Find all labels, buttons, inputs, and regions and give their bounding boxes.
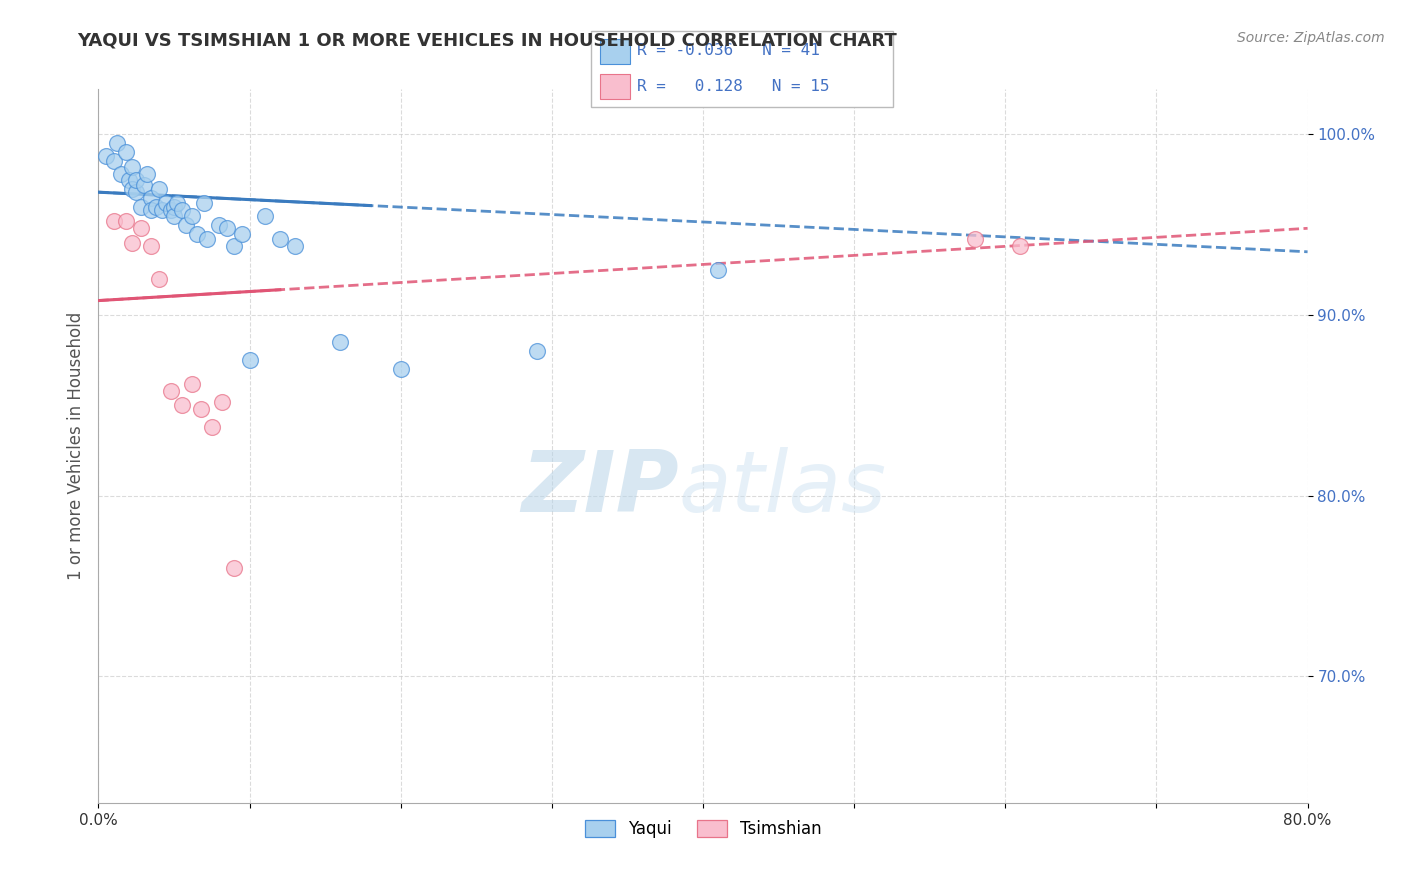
Text: R = -0.036   N = 41: R = -0.036 N = 41 [637,44,820,59]
Point [195,232,218,246]
Point [155,196,177,211]
Point [181,376,204,391]
Point [166,196,188,211]
Legend: Yaqui, Tsimshian: Yaqui, Tsimshian [578,813,828,845]
Point [181,209,204,223]
Point [103,214,125,228]
Text: R =   0.128   N = 15: R = 0.128 N = 15 [637,79,830,94]
Point [121,235,143,250]
Point [110,167,132,181]
Point [215,221,238,235]
Point [160,203,183,218]
Point [526,344,548,359]
FancyBboxPatch shape [599,74,630,99]
Point [965,232,987,246]
Point [135,167,157,181]
Point [160,384,183,398]
Point [132,178,155,192]
Point [114,145,136,160]
Point [121,160,143,174]
Point [121,181,143,195]
Point [707,263,730,277]
FancyBboxPatch shape [591,31,893,107]
Point [201,420,224,434]
Point [186,227,208,241]
Point [129,221,152,235]
Point [170,203,193,218]
Point [224,561,246,575]
Point [193,196,215,211]
Point [190,401,212,416]
Point [170,398,193,412]
Point [231,227,253,241]
Point [114,214,136,228]
Point [148,272,170,286]
Point [208,218,231,232]
Point [389,362,412,376]
FancyBboxPatch shape [599,38,630,64]
Point [94,149,117,163]
Point [129,200,152,214]
Point [329,335,352,350]
Point [141,203,163,218]
Point [174,218,197,232]
Point [163,209,186,223]
Point [224,239,246,253]
Point [269,232,291,246]
Point [239,353,262,368]
Text: ZIP: ZIP [522,447,679,531]
Point [141,191,163,205]
Text: Source: ZipAtlas.com: Source: ZipAtlas.com [1237,31,1385,45]
Point [253,209,276,223]
Point [105,136,128,151]
Point [1010,239,1032,253]
Point [148,181,170,195]
Text: atlas: atlas [679,447,887,531]
Point [141,239,163,253]
Point [118,172,141,186]
Point [103,154,125,169]
Point [125,172,148,186]
Y-axis label: 1 or more Vehicles in Household: 1 or more Vehicles in Household [66,312,84,580]
Point [125,185,148,199]
Point [284,239,307,253]
Text: YAQUI VS TSIMSHIAN 1 OR MORE VEHICLES IN HOUSEHOLD CORRELATION CHART: YAQUI VS TSIMSHIAN 1 OR MORE VEHICLES IN… [77,31,897,49]
Point [150,203,173,218]
Point [145,200,167,214]
Point [211,394,233,409]
Point [163,200,186,214]
